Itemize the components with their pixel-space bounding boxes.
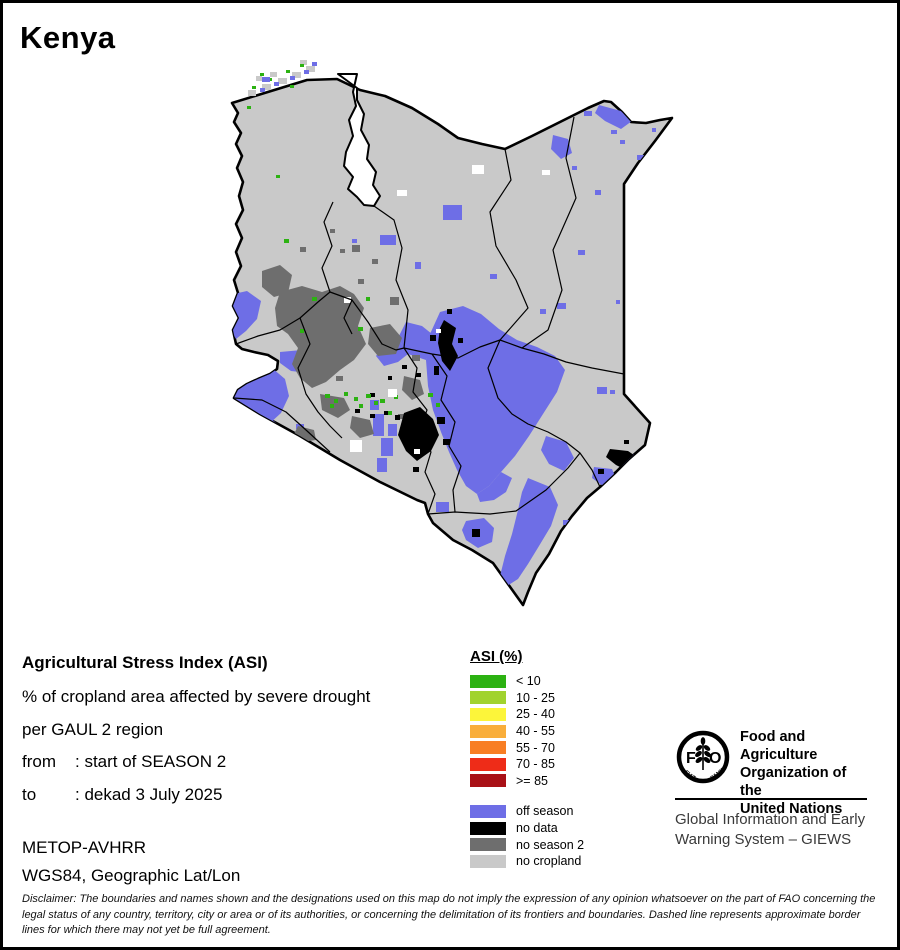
- legend-swatch: [470, 774, 506, 788]
- nw-border-speckles: [248, 60, 317, 96]
- fao-name-line2: Organization of the: [740, 765, 847, 799]
- legend-label: >= 85: [516, 773, 548, 788]
- legend-swatch: [470, 804, 506, 818]
- legend-swatch: [470, 674, 506, 688]
- legend-row: off season: [470, 803, 584, 820]
- giews-line2: Warning System – GIEWS: [675, 831, 852, 848]
- legend-swatch: [470, 724, 506, 738]
- legend-row: 10 - 25: [470, 690, 584, 707]
- legend-label: no cropland: [516, 854, 582, 869]
- legend-swatch: [470, 707, 506, 721]
- from-label: from: [22, 752, 56, 771]
- legend-label: 10 - 25: [516, 690, 555, 705]
- legend-label: 55 - 70: [516, 740, 555, 755]
- legend-label: no data: [516, 821, 558, 836]
- svg-text:O: O: [709, 750, 721, 767]
- legend-row: no data: [470, 820, 584, 837]
- legend-swatch: [470, 854, 506, 868]
- legend-swatch: [470, 691, 506, 705]
- legend-row: < 10: [470, 673, 584, 690]
- asi-subtitle-2: per GAUL 2 region: [22, 719, 164, 739]
- map-description: Agricultural Stress Index (ASI) % of cro…: [22, 653, 370, 817]
- legend-label: 70 - 85: [516, 757, 555, 772]
- giews-line1: Global Information and Early: [675, 811, 866, 828]
- legend-row: 55 - 70: [470, 739, 584, 756]
- fao-divider: [675, 798, 867, 800]
- legend-row: 40 - 55: [470, 723, 584, 740]
- legend-row: no season 2: [470, 836, 584, 853]
- svg-text:F: F: [686, 750, 696, 767]
- legend-swatch: [470, 821, 506, 835]
- page-title: Kenya: [20, 20, 116, 55]
- legend-gap: [470, 789, 584, 803]
- legend-title: ASI (%): [470, 648, 523, 665]
- fao-name: Food and Agriculture Organization of the…: [740, 728, 871, 818]
- giews-caption: Global Information and Early Warning Sys…: [675, 810, 865, 850]
- legend-row: 25 - 40: [470, 706, 584, 723]
- asi-heading: Agricultural Stress Index (ASI): [22, 653, 268, 672]
- from-value: : start of SEASON 2: [75, 752, 227, 771]
- legend-row: no cropland: [470, 853, 584, 870]
- fao-name-line1: Food and Agriculture: [740, 729, 818, 763]
- legend-row: >= 85: [470, 773, 584, 790]
- no-season2-raster: [262, 229, 424, 445]
- legend-label: no season 2: [516, 837, 585, 852]
- sensor-name: METOP-AVHRR: [22, 838, 147, 857]
- to-value: : dekad 3 July 2025: [75, 784, 223, 804]
- legend-label: 25 - 40: [516, 707, 555, 722]
- legend-swatch: [470, 741, 506, 755]
- lake-turkana: [337, 73, 381, 207]
- wheat-ear-glyph: [695, 737, 711, 770]
- disclaimer-text: Disclaimer: The boundaries and names sho…: [22, 893, 876, 937]
- region-boundaries: [233, 116, 625, 515]
- asi-subtitle-1: % of cropland area affected by severe dr…: [22, 687, 371, 706]
- fao-name-line3: United Nations: [740, 801, 843, 817]
- legend-label: off season: [516, 804, 574, 819]
- fao-logo-icon: F O FIAT PANIS: [676, 730, 730, 784]
- legend-swatch: [470, 838, 506, 852]
- to-label: to: [22, 784, 37, 804]
- legend-label: 40 - 55: [516, 724, 555, 739]
- map-legend: ASI (%) < 10 10 - 25 25 - 40 40 - 55 55 …: [470, 648, 584, 870]
- legend-row: 70 - 85: [470, 756, 584, 773]
- legend-label: < 10: [516, 674, 541, 689]
- legend-swatch: [470, 757, 506, 771]
- projection-info: WGS84, Geographic Lat/Lon: [22, 866, 241, 885]
